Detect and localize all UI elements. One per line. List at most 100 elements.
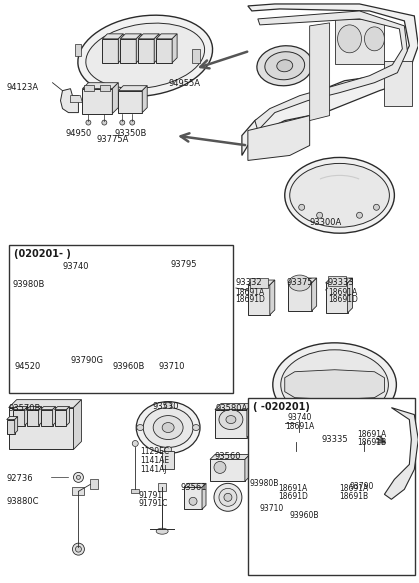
Text: 18691D: 18691D (235, 295, 265, 304)
Bar (9, 245, 233, 393)
Bar (120, 277, 128, 322)
Bar (41, 285, 57, 301)
Text: 18691A: 18691A (235, 288, 264, 297)
Text: 93960B: 93960B (290, 511, 319, 520)
Text: 93300A: 93300A (310, 218, 342, 227)
Polygon shape (386, 447, 403, 449)
Polygon shape (352, 448, 370, 451)
Text: 18691A: 18691A (328, 288, 358, 297)
Polygon shape (120, 273, 132, 277)
Bar (158, 483, 166, 491)
Ellipse shape (165, 447, 172, 452)
Polygon shape (304, 465, 307, 480)
Bar (13, 410, 25, 426)
Polygon shape (27, 406, 41, 410)
Polygon shape (401, 433, 403, 445)
Polygon shape (386, 475, 403, 477)
Polygon shape (288, 278, 317, 283)
Polygon shape (91, 264, 96, 282)
Bar (210, 459, 245, 482)
Bar (386, 449, 401, 459)
Ellipse shape (226, 416, 236, 424)
Polygon shape (184, 483, 206, 487)
Polygon shape (347, 278, 352, 313)
Ellipse shape (143, 408, 193, 448)
Bar (7, 420, 15, 434)
Polygon shape (60, 89, 78, 113)
Ellipse shape (285, 157, 394, 233)
Bar (9, 408, 73, 449)
Text: 93790: 93790 (349, 482, 374, 491)
Polygon shape (120, 34, 141, 39)
Bar (192, 49, 200, 63)
Polygon shape (210, 455, 250, 459)
Bar (314, 73, 326, 80)
Polygon shape (57, 281, 60, 301)
Bar (21, 305, 36, 321)
Bar (15, 330, 54, 358)
Ellipse shape (189, 497, 197, 505)
Polygon shape (138, 34, 159, 39)
Ellipse shape (75, 546, 81, 552)
Ellipse shape (78, 15, 212, 96)
Ellipse shape (363, 430, 370, 439)
Bar (41, 305, 57, 321)
Bar (118, 91, 142, 113)
Bar (131, 489, 139, 493)
Ellipse shape (292, 434, 299, 441)
Bar (386, 422, 401, 431)
Polygon shape (118, 34, 123, 63)
Bar (130, 280, 144, 298)
Polygon shape (155, 307, 188, 312)
Polygon shape (290, 448, 307, 451)
Ellipse shape (162, 423, 174, 433)
Bar (75, 44, 81, 56)
Text: 18691D: 18691D (328, 295, 359, 304)
Text: 18691A: 18691A (285, 422, 314, 431)
Bar (120, 39, 136, 63)
Polygon shape (15, 324, 60, 330)
Polygon shape (41, 301, 60, 305)
Ellipse shape (290, 163, 389, 227)
Bar (355, 427, 364, 433)
Text: 18691A: 18691A (339, 484, 369, 493)
Polygon shape (130, 276, 148, 280)
Bar (96, 268, 111, 282)
Polygon shape (322, 448, 325, 465)
Ellipse shape (219, 410, 243, 430)
Text: (020201- ): (020201- ) (14, 249, 70, 259)
Polygon shape (162, 276, 166, 298)
Bar (101, 85, 110, 91)
Ellipse shape (214, 461, 226, 473)
Polygon shape (9, 399, 81, 408)
Polygon shape (202, 483, 206, 510)
Text: 1129EC: 1129EC (140, 448, 169, 456)
Polygon shape (320, 486, 323, 507)
Bar (352, 468, 367, 480)
Polygon shape (192, 276, 196, 298)
Ellipse shape (317, 212, 323, 218)
Bar (217, 277, 225, 322)
Polygon shape (312, 278, 317, 311)
Bar (118, 338, 140, 358)
Bar (328, 276, 346, 286)
Bar (21, 285, 36, 301)
Polygon shape (73, 399, 81, 449)
Bar (91, 479, 98, 489)
Polygon shape (401, 461, 403, 473)
Ellipse shape (365, 27, 384, 51)
Bar (83, 335, 102, 353)
Bar (18, 334, 33, 352)
Bar (378, 427, 386, 433)
Polygon shape (102, 331, 106, 353)
Text: 92736: 92736 (7, 475, 33, 483)
Text: 93880C: 93880C (7, 497, 39, 506)
Text: 93740: 93740 (62, 262, 89, 271)
Polygon shape (111, 264, 115, 282)
Text: 93980B: 93980B (250, 479, 279, 489)
Ellipse shape (132, 441, 138, 447)
Ellipse shape (156, 528, 168, 534)
Polygon shape (308, 465, 325, 468)
Ellipse shape (137, 424, 144, 430)
Bar (102, 39, 118, 63)
